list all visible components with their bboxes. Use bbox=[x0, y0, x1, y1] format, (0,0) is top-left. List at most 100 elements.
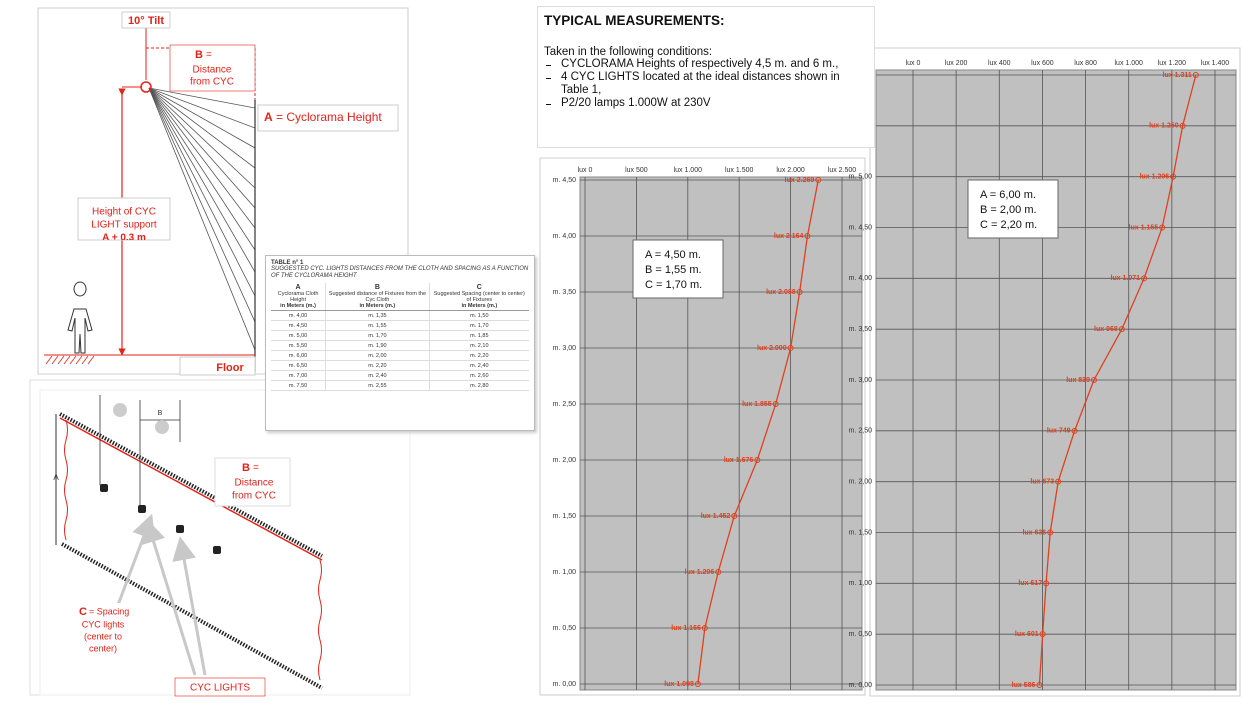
x-tick-label: lux 800 bbox=[1074, 60, 1097, 67]
y-tick-label: m. 2,50 bbox=[553, 401, 576, 408]
x-tick-label: lux 2.500 bbox=[828, 167, 857, 174]
column-letter: A bbox=[295, 284, 301, 291]
table-cell: m. 6,50 bbox=[271, 360, 326, 371]
y-tick-label: m. 1,00 bbox=[553, 569, 576, 576]
x-tick-label: lux 500 bbox=[625, 167, 648, 174]
y-tick-label: m. 4,50 bbox=[553, 177, 576, 184]
b-eq: = bbox=[253, 463, 259, 474]
annotation: C = 1,70 m. bbox=[645, 279, 702, 291]
column-desc: Cyclorama Cloth Height bbox=[277, 291, 319, 303]
column-header: B Suggested distance of Fixtures from the… bbox=[325, 283, 430, 311]
x-tick-label: lux 2.000 bbox=[776, 167, 805, 174]
series-line bbox=[1038, 74, 1197, 686]
value-label: lux 617 bbox=[1018, 580, 1042, 587]
column-letter: C bbox=[476, 284, 482, 291]
list-item: 4 CYC LIGHTS located at the ideal distan… bbox=[544, 71, 868, 97]
point bbox=[1090, 377, 1097, 383]
x-tick-label: lux 1.000 bbox=[674, 167, 703, 174]
x-tick-label: lux 0 bbox=[578, 167, 593, 174]
table-cell: m. 5,50 bbox=[271, 340, 326, 351]
y-tick-label: m. 2,00 bbox=[553, 457, 576, 464]
y-tick-label: m. 2,50 bbox=[849, 428, 872, 435]
b-text: from CYC bbox=[232, 491, 276, 502]
x-tick-label: lux 400 bbox=[988, 60, 1011, 67]
tilt-box bbox=[121, 11, 171, 29]
table-cell: m. 2,00 bbox=[325, 350, 430, 361]
value-label: lux 586 bbox=[1012, 682, 1036, 689]
light-marker bbox=[113, 403, 127, 417]
support-box bbox=[77, 197, 171, 241]
table-row: m. 6,00 m. 2,00 m. 2,20 bbox=[271, 350, 529, 361]
point bbox=[694, 681, 701, 687]
tilt-label: 10° Tilt bbox=[128, 15, 164, 27]
list-item: CYCLORAMA Heights of respectively 4,5 m.… bbox=[544, 58, 868, 71]
value-label: lux 1.676 bbox=[724, 457, 754, 464]
y-tick-label: m. 4,00 bbox=[553, 233, 576, 240]
x-tick-label: lux 200 bbox=[945, 60, 968, 67]
annotation: C = 2,20 m. bbox=[980, 219, 1037, 231]
point bbox=[715, 569, 722, 575]
y-tick-label: m. 0,50 bbox=[849, 631, 872, 638]
point bbox=[796, 289, 803, 295]
table-cell: m. 4,50 bbox=[271, 320, 326, 331]
table-cell: m. 2,20 bbox=[325, 360, 430, 371]
point bbox=[1043, 580, 1050, 587]
value-label: lux 1.071 bbox=[1110, 275, 1140, 282]
a-text: = Cyclorama Height bbox=[276, 110, 382, 124]
a-key: A bbox=[264, 110, 273, 124]
y-tick-label: m. 5,00 bbox=[849, 174, 872, 181]
value-label: lux 636 bbox=[1022, 529, 1046, 536]
column-letter: B bbox=[374, 284, 380, 291]
column-header: C Suggested Spacing (center to center) of… bbox=[428, 283, 529, 311]
point bbox=[1036, 682, 1043, 688]
column-header: A Cyclorama Cloth Height in Meters (m.) bbox=[271, 283, 326, 311]
value-label: lux 673 bbox=[1030, 479, 1054, 486]
c-box bbox=[70, 603, 136, 669]
b-text: from CYC bbox=[190, 77, 234, 88]
value-label: lux 2.269 bbox=[785, 177, 815, 184]
table-cell: m. 4,00 bbox=[271, 310, 326, 321]
bullet bbox=[546, 78, 551, 79]
table-cell: m. 2,10 bbox=[428, 340, 529, 351]
table-cell: m. 1,55 bbox=[325, 320, 430, 331]
measurements: TYPICAL MEASUREMENTS: Taken in the follo… bbox=[537, 6, 875, 148]
list-item: P2/20 lamps 1.000W at 230V bbox=[544, 97, 868, 110]
x-tick-label: lux 1.400 bbox=[1201, 60, 1230, 67]
lights-label: CYC LIGHTS bbox=[190, 683, 250, 694]
table-cell: m. 1,90 bbox=[325, 340, 430, 351]
point bbox=[1071, 427, 1078, 434]
point bbox=[1118, 326, 1125, 333]
b-box bbox=[214, 457, 291, 507]
point bbox=[701, 625, 708, 631]
pointer-arrows bbox=[116, 513, 207, 676]
point bbox=[1047, 529, 1054, 536]
series-line bbox=[697, 179, 819, 685]
item-text: 4 CYC LIGHTS located at the ideal distan… bbox=[561, 71, 840, 96]
support-text: A + 0,3 m bbox=[102, 233, 146, 244]
annotation: B = 2,00 m. bbox=[980, 204, 1037, 216]
table-cell: m. 2,40 bbox=[325, 370, 430, 381]
table: A Cyclorama Cloth Height in Meters (m.) B Su… bbox=[271, 283, 529, 391]
table-row: m. 7,00 m. 2,40 m. 2,60 bbox=[271, 370, 529, 381]
c-key: C bbox=[79, 606, 87, 618]
y-tick-label: m. 1,50 bbox=[849, 529, 872, 536]
value-label: lux 1.155 bbox=[1129, 224, 1159, 231]
x-tick-label: lux 1.200 bbox=[1158, 60, 1187, 67]
b-text: Distance bbox=[235, 478, 274, 489]
table-title: TABLE n° 1 bbox=[271, 260, 304, 266]
table-cell: m. 2,20 bbox=[428, 350, 529, 361]
column-unit: in Meters (m.) bbox=[359, 303, 396, 309]
c-text: center) bbox=[89, 643, 117, 653]
value-label: lux 1.855 bbox=[742, 401, 772, 408]
value-label: lux 2.088 bbox=[766, 289, 796, 296]
table-header: A Cyclorama Cloth Height in Meters (m.) B Su… bbox=[271, 283, 529, 311]
y-tick-label: m. 0,00 bbox=[849, 682, 872, 689]
column-unit: in Meters (m.) bbox=[280, 303, 316, 309]
annotation: A = 6,00 m. bbox=[980, 189, 1036, 201]
column-unit: in Meters (m.) bbox=[461, 303, 498, 309]
x-tick-label: lux 0 bbox=[906, 60, 921, 67]
point bbox=[787, 345, 794, 351]
annotation: B = 1,55 m. bbox=[645, 264, 702, 276]
table-cell: m. 2,80 bbox=[428, 380, 529, 391]
